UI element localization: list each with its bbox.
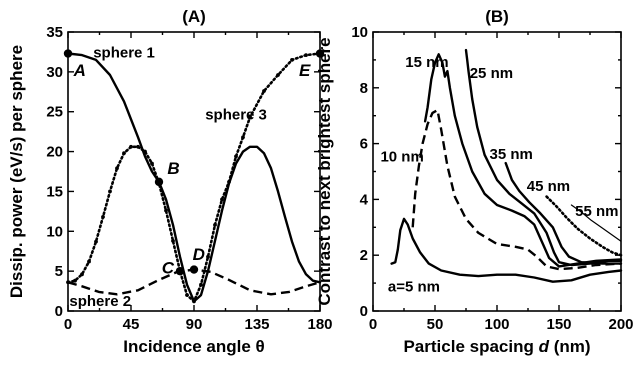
annotation-55-nm: 55 nm bbox=[575, 203, 618, 220]
panel-label: (B) bbox=[485, 7, 509, 26]
series-point bbox=[199, 282, 203, 287]
series-point bbox=[115, 166, 119, 171]
y-tick-label: 20 bbox=[46, 144, 63, 161]
series-point bbox=[227, 179, 231, 184]
panel-a: 0 45 90 135 180 0 5 10 15 20 25 30 35 (A) Incidence an… bbox=[7, 7, 333, 356]
y-tick-label: 5 bbox=[55, 263, 63, 280]
series-line-sphere-1 bbox=[66, 52, 322, 303]
y-tick-label: 15 bbox=[46, 183, 63, 200]
y-tick-label: 6 bbox=[360, 136, 368, 153]
series-point bbox=[80, 272, 84, 277]
series-line-a-5-nm bbox=[390, 217, 623, 283]
series-point bbox=[220, 197, 224, 202]
series-line-15-nm bbox=[423, 53, 623, 268]
annotation-45-nm: 45 nm bbox=[527, 178, 570, 195]
series-line-55-nm bbox=[570, 204, 622, 242]
y-axis-label: Contrast to next brightest sphere bbox=[315, 37, 334, 305]
y-tick-label: 0 bbox=[360, 303, 368, 320]
point-label-c: C bbox=[162, 259, 175, 278]
data-marker bbox=[154, 177, 164, 187]
x-tick-label: 90 bbox=[186, 316, 203, 333]
series-line-sphere-3 bbox=[66, 52, 322, 303]
point-label-a: A bbox=[73, 61, 86, 80]
panel-b: 0 50 100 150 200 0 2 4 6 8 10 (B) Particle spacing d… bbox=[315, 7, 634, 356]
series-point bbox=[94, 239, 98, 244]
series-point bbox=[185, 293, 189, 297]
x-tick-label: 0 bbox=[64, 316, 72, 333]
x-axis-label: Particle spacing d (nm) bbox=[403, 337, 590, 356]
annotation-25-nm: 25 nm bbox=[470, 65, 513, 82]
y-tick-label: 10 bbox=[46, 223, 63, 240]
y-tick-label: 8 bbox=[360, 80, 368, 97]
panel-label: (A) bbox=[182, 7, 206, 26]
point-label-e: E bbox=[299, 61, 311, 80]
x-tick-label: 0 bbox=[369, 316, 377, 333]
y-tick-label: 4 bbox=[360, 191, 369, 208]
y-tick-label: 30 bbox=[46, 64, 63, 81]
series-point bbox=[164, 208, 168, 213]
x-axis-label: Incidence angle θ bbox=[123, 337, 264, 356]
series-point bbox=[304, 53, 308, 58]
series-point bbox=[262, 89, 266, 93]
annotation-sphere-3: sphere 3 bbox=[205, 107, 267, 124]
annotation-15-nm: 15 nm bbox=[405, 54, 448, 71]
series-point bbox=[122, 151, 126, 156]
data-marker bbox=[189, 265, 199, 274]
series-point bbox=[143, 149, 147, 154]
series-line-25-nm bbox=[464, 48, 623, 267]
series-line-45-nm bbox=[545, 195, 623, 257]
series-point bbox=[108, 189, 112, 194]
series-line-10-nm bbox=[411, 108, 622, 271]
x-tick-label: 100 bbox=[484, 316, 509, 333]
x-tick-label: 45 bbox=[123, 316, 140, 333]
series-point bbox=[290, 58, 294, 62]
x-tick-label: 135 bbox=[244, 316, 269, 333]
y-tick-label: 10 bbox=[351, 24, 368, 41]
series-point bbox=[213, 223, 217, 227]
point-label-b: B bbox=[167, 159, 179, 178]
data-marker bbox=[315, 49, 325, 58]
x-tick-label: 50 bbox=[427, 316, 444, 333]
series-point bbox=[241, 135, 245, 140]
series-point bbox=[234, 154, 238, 159]
series-point bbox=[101, 215, 105, 219]
series-point bbox=[171, 238, 175, 243]
annotation-sphere-1: sphere 1 bbox=[93, 45, 155, 62]
data-marker bbox=[175, 266, 185, 276]
data-marker bbox=[63, 49, 73, 58]
annotation-35-nm: 35 nm bbox=[490, 146, 533, 163]
annotation-sphere-2: sphere 2 bbox=[69, 293, 131, 310]
series-point bbox=[206, 254, 210, 259]
series-point bbox=[87, 259, 91, 264]
x-tick-label: 180 bbox=[307, 316, 332, 333]
annotation-10-nm: 10 nm bbox=[380, 149, 423, 166]
y-tick-label: 2 bbox=[360, 247, 368, 264]
series-point bbox=[129, 144, 133, 149]
series-point bbox=[73, 278, 77, 283]
series-point bbox=[192, 299, 196, 304]
y-tick-label: 35 bbox=[46, 24, 63, 41]
series-point bbox=[248, 115, 252, 120]
series-point bbox=[276, 73, 280, 77]
y-axis-label: Dissip. power (eV/s) per sphere bbox=[7, 45, 26, 298]
x-tick-label: 200 bbox=[608, 316, 633, 333]
annotation-a-5-nm: a=5 nm bbox=[388, 278, 440, 295]
x-tick-label: 150 bbox=[546, 316, 571, 333]
y-tick-label: 0 bbox=[55, 303, 63, 320]
series-line-35-nm bbox=[504, 161, 623, 265]
point-label-d: D bbox=[193, 245, 205, 264]
y-tick-label: 25 bbox=[46, 104, 63, 121]
series-point bbox=[136, 144, 140, 149]
series-point bbox=[150, 161, 154, 166]
